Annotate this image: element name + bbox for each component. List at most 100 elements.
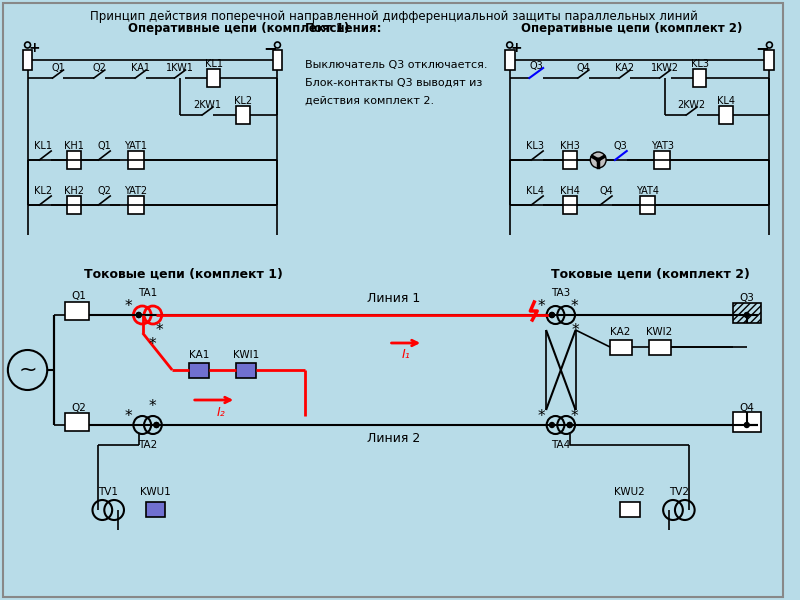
- Text: KWI2: KWI2: [646, 327, 672, 337]
- Bar: [639, 196, 655, 214]
- Text: *: *: [149, 337, 156, 352]
- Text: Оперативные цепи (комплект 2): Оперативные цепи (комплект 2): [522, 22, 743, 35]
- Text: −: −: [264, 39, 278, 57]
- Bar: [128, 151, 144, 169]
- Text: YAT1: YAT1: [124, 141, 147, 151]
- Text: TA1: TA1: [138, 288, 158, 298]
- Text: *: *: [570, 409, 578, 425]
- Text: KL2: KL2: [34, 186, 52, 196]
- Text: +: +: [29, 41, 40, 55]
- Circle shape: [154, 422, 159, 427]
- Text: Q3: Q3: [530, 61, 543, 71]
- Bar: [189, 363, 209, 378]
- Text: действия комплект 2.: действия комплект 2.: [305, 96, 434, 106]
- Bar: [650, 340, 671, 355]
- Text: Принцип действия поперечной направленной дифференциальной защиты параллельных ли: Принцип действия поперечной направленной…: [90, 10, 698, 23]
- Text: KH4: KH4: [560, 186, 580, 196]
- Circle shape: [567, 422, 572, 427]
- Text: KH1: KH1: [64, 141, 84, 151]
- Text: +: +: [510, 41, 522, 55]
- Text: Q2: Q2: [93, 63, 106, 73]
- Bar: [505, 50, 514, 70]
- Text: 1KW2: 1KW2: [651, 63, 679, 73]
- Text: 2KW2: 2KW2: [678, 100, 706, 110]
- Text: Q1: Q1: [51, 63, 65, 73]
- Circle shape: [590, 152, 606, 168]
- Text: KWI1: KWI1: [233, 350, 259, 360]
- Text: KL2: KL2: [234, 96, 252, 106]
- Text: KWU2: KWU2: [614, 487, 645, 497]
- Text: Токовые цепи (комплект 1): Токовые цепи (комплект 1): [84, 268, 282, 281]
- Text: Токовые цепи (комплект 2): Токовые цепи (комплект 2): [551, 268, 750, 281]
- Bar: [146, 502, 166, 517]
- Text: Q1: Q1: [98, 141, 111, 151]
- Text: Q4: Q4: [577, 63, 590, 73]
- Bar: [67, 151, 81, 169]
- Bar: [620, 502, 639, 517]
- Text: 2KW1: 2KW1: [194, 100, 222, 110]
- Text: KH3: KH3: [560, 141, 580, 151]
- Bar: [206, 69, 220, 87]
- Text: *: *: [155, 323, 163, 337]
- Text: Q2: Q2: [71, 403, 86, 413]
- Text: KA2: KA2: [610, 327, 630, 337]
- Text: YAT4: YAT4: [636, 186, 659, 196]
- Text: KA1: KA1: [131, 63, 150, 73]
- Text: *: *: [124, 299, 132, 314]
- Text: TV2: TV2: [669, 487, 689, 497]
- Text: Линия 2: Линия 2: [367, 431, 420, 445]
- Text: Выключатель Q3 отключается.: Выключатель Q3 отключается.: [305, 60, 487, 70]
- Bar: [765, 50, 774, 70]
- Text: Q3: Q3: [614, 141, 628, 151]
- Bar: [719, 106, 733, 124]
- Text: *: *: [538, 409, 545, 425]
- Circle shape: [136, 313, 141, 317]
- Text: Пояснения:: Пояснения:: [305, 22, 382, 35]
- Text: KL3: KL3: [526, 141, 544, 151]
- Circle shape: [136, 313, 141, 317]
- Text: I₂: I₂: [217, 407, 226, 419]
- Text: KA2: KA2: [615, 63, 634, 73]
- Bar: [22, 50, 33, 70]
- Text: Q4: Q4: [739, 403, 754, 413]
- Text: TA4: TA4: [551, 440, 570, 450]
- Text: *: *: [570, 299, 578, 314]
- Text: Q1: Q1: [71, 291, 86, 301]
- Circle shape: [550, 313, 554, 317]
- Text: TA2: TA2: [138, 440, 158, 450]
- Text: I₁: I₁: [402, 349, 410, 361]
- Text: Q2: Q2: [98, 186, 111, 196]
- Bar: [562, 151, 577, 169]
- Bar: [236, 363, 256, 378]
- Text: TV1: TV1: [98, 487, 118, 497]
- Text: KL4: KL4: [717, 96, 735, 106]
- Text: Оперативные цепи (комплект 1): Оперативные цепи (комплект 1): [128, 22, 350, 35]
- Circle shape: [744, 422, 750, 427]
- Text: KWU1: KWU1: [140, 487, 171, 497]
- Text: KL3: KL3: [690, 59, 709, 69]
- Circle shape: [550, 422, 554, 427]
- Bar: [610, 340, 632, 355]
- Text: Линия 1: Линия 1: [367, 292, 420, 304]
- Text: −: −: [755, 39, 770, 57]
- Bar: [65, 413, 89, 431]
- Bar: [562, 196, 577, 214]
- Text: *: *: [124, 409, 132, 425]
- Bar: [273, 50, 282, 70]
- Text: TA3: TA3: [551, 288, 570, 298]
- Text: Q3: Q3: [739, 293, 754, 303]
- Text: ~: ~: [18, 360, 37, 380]
- Bar: [733, 412, 761, 432]
- Circle shape: [154, 422, 159, 427]
- Text: *: *: [538, 299, 545, 314]
- Bar: [654, 151, 670, 169]
- Bar: [693, 69, 706, 87]
- Bar: [65, 302, 89, 320]
- Text: Q4: Q4: [599, 186, 613, 196]
- Bar: [236, 106, 250, 124]
- Bar: [67, 196, 81, 214]
- Text: YAT3: YAT3: [650, 141, 674, 151]
- Bar: [128, 196, 144, 214]
- Circle shape: [567, 422, 572, 427]
- Text: KL1: KL1: [34, 141, 52, 151]
